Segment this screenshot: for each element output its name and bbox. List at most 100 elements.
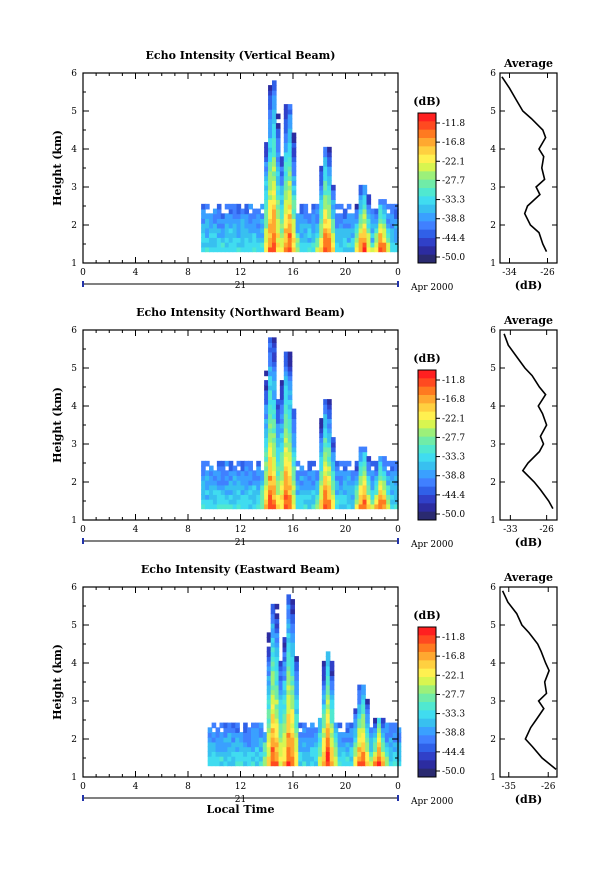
heatmap-cell (386, 484, 391, 491)
heatmap-cell (291, 156, 297, 162)
heatmap-cell (201, 484, 206, 491)
colorbar-swatch (418, 138, 436, 147)
heatmap-cell (283, 208, 289, 215)
avg-y-tick-label: 6 (490, 583, 496, 593)
heatmap-cell (390, 475, 395, 481)
heatmap-cell (342, 484, 348, 491)
heatmap-cell (224, 470, 230, 476)
heatmap-cell (365, 727, 370, 733)
y-tick-label: 3 (71, 440, 77, 450)
heatmap-cell (323, 194, 328, 200)
heatmap-cell (302, 732, 307, 738)
heatmap-cell (278, 708, 284, 714)
heatmap-cell (243, 741, 248, 748)
heatmap-cell (279, 484, 285, 491)
heatmap-cell (319, 494, 324, 500)
heatmap-cell (278, 741, 284, 748)
heatmap-cell (290, 622, 295, 629)
heatmap-cell (327, 237, 332, 243)
heatmap-cell (272, 218, 277, 224)
heatmap-cell (382, 199, 387, 205)
heatmap-cell (370, 232, 376, 238)
heatmap-cell (374, 213, 379, 219)
avg-y-tick-label: 3 (490, 440, 496, 450)
heatmap-cell (361, 751, 366, 757)
heatmap-cell (283, 246, 289, 253)
heatmap-cell (227, 751, 232, 757)
heatmap-cell (274, 727, 280, 733)
heatmap-cell (327, 146, 332, 153)
heatmap-cell (244, 489, 250, 495)
heatmap-cell (272, 479, 277, 486)
heatmap-cell (303, 232, 309, 238)
heatmap-cell (353, 746, 358, 752)
heatmap-cell (248, 475, 253, 481)
heatmap-cell (286, 622, 292, 629)
heatmap-cell (319, 451, 324, 457)
heatmap-cell (346, 460, 352, 467)
heatmap-cell (205, 237, 210, 243)
month-year-label: Apr 2000 (410, 283, 454, 293)
heatmap-cell (232, 494, 238, 500)
heatmap-cell (325, 660, 331, 667)
heatmap-cell (209, 227, 214, 234)
heatmap-cell (275, 503, 281, 510)
heatmap-cell (291, 232, 297, 238)
heatmap-cell (291, 446, 297, 453)
heatmap-cell (394, 479, 399, 486)
heatmap-cell (256, 494, 261, 500)
heatmap-cell (290, 698, 295, 705)
heatmap-cell (329, 694, 335, 700)
heatmap-cell (260, 213, 265, 219)
heatmap-cell (275, 113, 281, 120)
heatmap-cell (384, 760, 390, 767)
heatmap-cell (231, 760, 236, 767)
heatmap-cell (228, 213, 234, 219)
heatmap-cells (201, 80, 399, 253)
heatmap-cell (264, 403, 269, 410)
heatmap-cell (209, 498, 214, 505)
heatmap-cell (366, 489, 372, 495)
heatmap-cell (232, 237, 238, 243)
heatmap-cell (314, 751, 319, 757)
heatmap-cell (216, 498, 222, 505)
heatmap-cell (254, 741, 260, 748)
heatmap-cell (327, 156, 332, 162)
date-label: 21 (235, 538, 246, 548)
heatmap-cell (286, 651, 292, 657)
heatmap-cell (279, 422, 285, 429)
heatmap-cell (327, 227, 332, 234)
heatmap-cell (278, 679, 284, 686)
heatmap-cell (315, 475, 320, 481)
heatmap-cell (239, 755, 244, 762)
heatmap-cell (386, 218, 391, 224)
heatmap-cell (272, 118, 277, 124)
heatmap-cell (256, 498, 261, 505)
heatmap-cell (362, 456, 368, 462)
heatmap-cell (370, 246, 376, 253)
heatmap-cell (270, 713, 276, 719)
heatmap-cell (396, 732, 402, 738)
heatmap-cell (220, 503, 226, 510)
heatmap-cell (294, 698, 299, 705)
y-tick-label: 1 (71, 259, 77, 269)
heatmap-cell (295, 213, 301, 219)
heatmap-cell (341, 751, 347, 757)
heatmap-cell (268, 189, 273, 196)
heatmap-cell (350, 246, 356, 253)
heatmap-cell (287, 194, 293, 200)
heatmap-cell (275, 151, 281, 158)
heatmap-cell (216, 218, 222, 224)
heatmap-cell (369, 760, 374, 767)
heatmap-cell (224, 237, 230, 243)
heatmap-cell (279, 446, 285, 453)
heatmap-cell (212, 489, 218, 495)
heatmap-cell (268, 151, 273, 158)
y-tick-label: 5 (71, 107, 77, 117)
heatmap-cell (235, 736, 240, 743)
heatmap-cell (283, 180, 289, 186)
heatmap-cell (287, 151, 293, 158)
heatmap-cell (317, 727, 323, 733)
heatmap-cell (306, 760, 311, 767)
heatmap-cell (314, 736, 319, 743)
